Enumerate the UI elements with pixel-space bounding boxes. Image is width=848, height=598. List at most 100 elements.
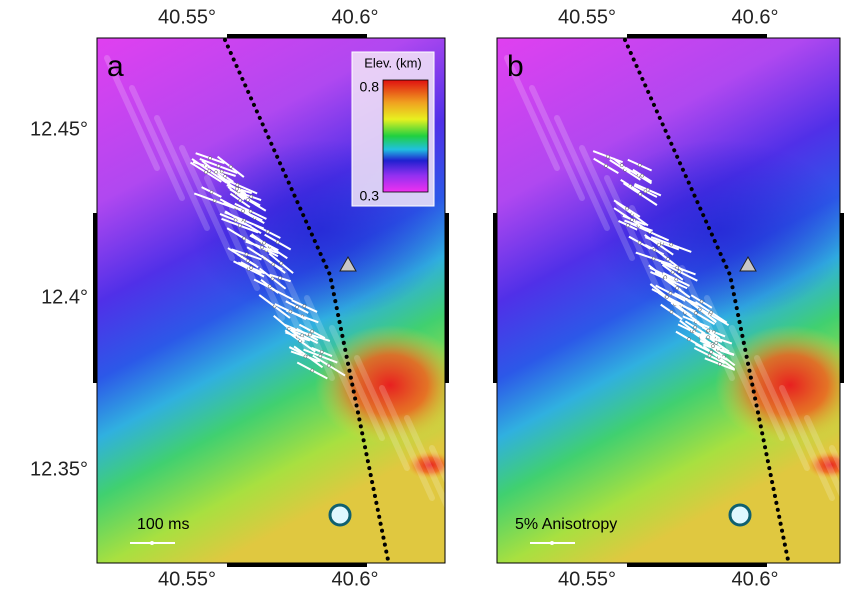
station — [236, 183, 239, 186]
scale-label: 5% Anisotropy — [515, 516, 617, 533]
station — [606, 155, 609, 158]
station — [311, 330, 314, 333]
station — [625, 207, 628, 210]
station — [665, 295, 668, 298]
station — [718, 362, 721, 365]
station — [266, 230, 269, 233]
station — [320, 350, 323, 353]
x-tick-label: 40.55° — [558, 568, 616, 590]
frame-bar — [627, 34, 767, 38]
x-tick-label: 40.6° — [332, 6, 379, 28]
station — [638, 164, 641, 167]
station — [711, 345, 714, 348]
station — [214, 171, 217, 174]
station — [670, 310, 673, 313]
colorbar-max: 0.8 — [360, 79, 380, 95]
station — [208, 157, 211, 160]
station — [223, 175, 226, 178]
station — [639, 193, 642, 196]
station — [235, 187, 238, 190]
map-panel: 40.55°40.55°40.6°40.6°b5% Anisotropy — [493, 6, 848, 590]
station — [675, 278, 678, 281]
station — [653, 248, 656, 251]
colorbar-min: 0.3 — [360, 188, 380, 204]
station — [319, 354, 322, 357]
station — [700, 300, 703, 303]
station — [220, 170, 223, 173]
frame-bar — [627, 563, 767, 567]
frame-bar — [840, 213, 844, 383]
station — [669, 292, 672, 295]
station — [715, 341, 718, 344]
station — [272, 263, 275, 266]
station — [242, 237, 245, 240]
station — [260, 246, 263, 249]
station — [303, 304, 306, 307]
station — [626, 224, 629, 227]
station — [229, 165, 232, 168]
x-tick-label: 40.6° — [732, 6, 779, 28]
station — [620, 164, 623, 167]
station — [710, 350, 713, 353]
station — [666, 258, 669, 261]
station — [268, 285, 271, 288]
panel-label: a — [107, 50, 124, 83]
station — [217, 164, 220, 167]
x-tick-label: 40.6° — [732, 568, 779, 590]
station — [263, 241, 266, 244]
colorbar-scale — [383, 80, 428, 192]
x-tick-label: 40.6° — [332, 568, 379, 590]
station — [630, 218, 633, 221]
station — [644, 190, 647, 193]
station — [246, 259, 249, 262]
scale-dot — [550, 541, 554, 545]
y-tick-label: 12.4° — [41, 286, 88, 308]
station — [308, 333, 311, 336]
station — [670, 243, 673, 246]
station — [638, 241, 641, 244]
figure: 40.55° 40.55° 40.6° 40.6° 12.45° 12.4° 12.35° a… — [0, 0, 848, 593]
station — [678, 270, 681, 273]
station — [687, 338, 690, 341]
frame-bar — [93, 213, 97, 383]
station — [210, 190, 213, 193]
frame-bar — [493, 213, 497, 383]
station — [276, 240, 279, 243]
frame-bar — [227, 34, 367, 38]
station — [278, 276, 281, 279]
station — [652, 257, 655, 260]
station — [250, 266, 253, 269]
station — [289, 310, 292, 313]
station — [676, 287, 679, 290]
station — [604, 164, 607, 167]
station — [204, 171, 207, 174]
map-area — [497, 38, 848, 563]
station — [311, 369, 314, 372]
station — [304, 355, 307, 358]
station — [234, 219, 237, 222]
station — [249, 210, 252, 213]
station — [246, 198, 249, 201]
station — [657, 243, 660, 246]
station — [327, 364, 330, 367]
station — [213, 199, 216, 202]
x-tick-label: 40.55° — [158, 6, 216, 28]
y-tick-label: 12.35° — [30, 458, 88, 480]
scale-dot — [150, 541, 154, 545]
station — [242, 209, 245, 212]
station — [239, 199, 242, 202]
station — [250, 195, 253, 198]
scale-label: 100 ms — [137, 516, 189, 533]
panel-label: b — [507, 50, 524, 83]
station — [238, 224, 241, 227]
station — [710, 311, 713, 314]
station — [641, 174, 644, 177]
y-tick-label: 12.45° — [30, 118, 88, 140]
station — [208, 169, 211, 172]
crater — [330, 505, 350, 525]
station — [671, 271, 674, 274]
station — [708, 354, 711, 357]
station — [271, 277, 274, 280]
x-tick-label: 40.55° — [158, 568, 216, 590]
frame-bar — [445, 213, 449, 383]
